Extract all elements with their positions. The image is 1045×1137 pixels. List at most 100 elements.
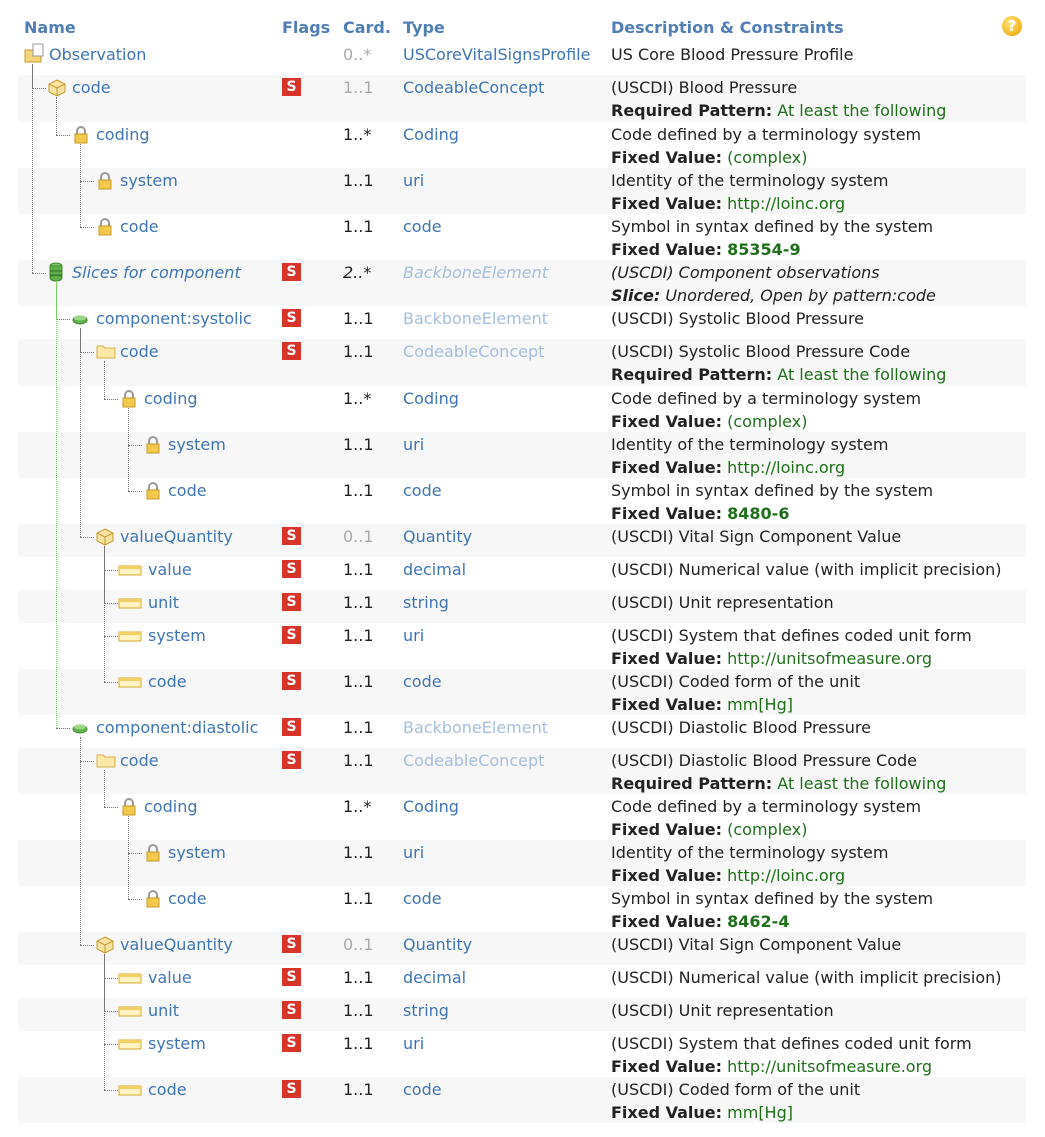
type-link[interactable]: code (403, 217, 442, 236)
must-support-flag[interactable]: S (282, 968, 301, 986)
must-support-flag[interactable]: S (282, 78, 301, 96)
element-name-link[interactable]: coding (144, 389, 198, 408)
type-link[interactable]: code (403, 1080, 442, 1099)
description-text: (USCDI) Systolic Blood Pressure Code (611, 342, 911, 361)
element-name-link[interactable]: value (148, 968, 192, 987)
table-row: code S 1..1 CodeableConcept (USCDI) Systolic… (18, 339, 1026, 386)
folder-icon (96, 752, 116, 768)
description: (USCDI) Vital Sign Component Value (611, 933, 901, 956)
constraint-label: Fixed Value: (611, 194, 723, 213)
description: Identity of the terminology system Fixed … (611, 841, 888, 887)
element-name-link[interactable]: code (120, 751, 159, 770)
type-link[interactable]: string (403, 1001, 449, 1020)
must-support-flag[interactable]: S (282, 263, 301, 281)
type-link[interactable]: Coding (403, 797, 459, 816)
type-link[interactable]: CodeableConcept (403, 342, 545, 361)
type-link[interactable]: Coding (403, 125, 459, 144)
element-name-link[interactable]: valueQuantity (120, 527, 233, 546)
type-link[interactable]: uri (403, 626, 425, 645)
type-link[interactable]: USCoreVitalSignsProfile (403, 45, 591, 64)
constraint-label: Slice: (611, 286, 661, 305)
element-name-link[interactable]: Observation (49, 45, 147, 64)
type-link[interactable]: Quantity (403, 527, 473, 546)
description: Symbol in syntax defined by the system Fi… (611, 215, 933, 261)
element-name-link[interactable]: code (120, 342, 159, 361)
type-link[interactable]: uri (403, 435, 425, 454)
must-support-flag[interactable]: S (282, 1080, 301, 1098)
table-row: Slices for component S 2..* BackboneElement… (18, 260, 1026, 306)
element-name-link[interactable]: system (120, 171, 178, 190)
constraint-label: Fixed Value: (611, 148, 723, 167)
type-link[interactable]: uri (403, 1034, 425, 1053)
must-support-flag[interactable]: S (282, 593, 301, 611)
primitive-icon (118, 1081, 142, 1097)
element-name-link[interactable]: code (168, 481, 207, 500)
type-link[interactable]: code (403, 672, 442, 691)
must-support-flag[interactable]: S (282, 527, 301, 545)
must-support-flag[interactable]: S (282, 718, 301, 736)
must-support-flag[interactable]: S (282, 626, 301, 644)
cardinality: 1..1 (343, 342, 374, 361)
description-text: (USCDI) Blood Pressure (611, 78, 798, 97)
must-support-flag[interactable]: S (282, 309, 301, 327)
description-text: Symbol in syntax defined by the system (611, 481, 934, 500)
type-link[interactable]: code (403, 889, 442, 908)
element-name-link[interactable]: Slices for component (72, 263, 241, 282)
type-link[interactable]: uri (403, 843, 425, 862)
element-name-link[interactable]: code (148, 672, 187, 691)
element-name-link[interactable]: system (168, 435, 226, 454)
type-link[interactable]: uri (403, 171, 425, 190)
element-name-link[interactable]: code (72, 78, 111, 97)
cardinality: 1..1 (343, 672, 374, 691)
tree-line (80, 761, 94, 762)
element-name-link[interactable]: value (148, 560, 192, 579)
tree-line (104, 636, 118, 637)
element-name-link[interactable]: code (120, 217, 159, 236)
element-name-link[interactable]: code (168, 889, 207, 908)
description: (USCDI) Vital Sign Component Value (611, 525, 901, 548)
lock-icon (144, 482, 160, 500)
element-name-link[interactable]: system (168, 843, 226, 862)
type-link[interactable]: Coding (403, 389, 459, 408)
table-row: coding 1..* Coding Code defined by a termin… (18, 386, 1026, 432)
header-flags: Flags (282, 18, 331, 37)
table-row: code S 1..1 code (USCDI) Coded form of the u… (18, 669, 1026, 715)
must-support-flag[interactable]: S (282, 1001, 301, 1019)
constraint-value: 8462-4 (727, 912, 790, 931)
element-name-link[interactable]: system (148, 1034, 206, 1053)
constraint-label: Fixed Value: (611, 912, 723, 931)
must-support-flag[interactable]: S (282, 935, 301, 953)
must-support-flag[interactable]: S (282, 560, 301, 578)
help-icon[interactable]: ? (1002, 16, 1022, 36)
must-support-flag[interactable]: S (282, 672, 301, 690)
type-link[interactable]: BackboneElement (403, 718, 549, 737)
must-support-flag[interactable]: S (282, 1034, 301, 1052)
type-link[interactable]: decimal (403, 968, 467, 987)
type-link[interactable]: CodeableConcept (403, 78, 545, 97)
element-name-link[interactable]: coding (96, 125, 150, 144)
element-name-link[interactable]: valueQuantity (120, 935, 233, 954)
table-row: component:systolic S 1..1 BackboneElement (U… (18, 306, 1026, 339)
type-link[interactable]: Quantity (403, 935, 473, 954)
description-text: (USCDI) System that defines coded unit f… (611, 1034, 972, 1053)
must-support-flag[interactable]: S (282, 751, 301, 769)
element-name-link[interactable]: coding (144, 797, 198, 816)
element-name-link[interactable]: unit (148, 1001, 179, 1020)
constraint-value: (complex) (727, 412, 808, 431)
type-link[interactable]: BackboneElement (403, 309, 549, 328)
type-link[interactable]: BackboneElement (403, 263, 549, 282)
type-link[interactable]: CodeableConcept (403, 751, 545, 770)
element-name-link[interactable]: code (148, 1080, 187, 1099)
folder-icon (24, 43, 44, 63)
tree-line (80, 328, 81, 537)
element-name-link[interactable]: component:diastolic (96, 718, 259, 737)
element-name-link[interactable]: unit (148, 593, 179, 612)
must-support-flag[interactable]: S (282, 342, 301, 360)
element-name-link[interactable]: system (148, 626, 206, 645)
type-link[interactable]: string (403, 593, 449, 612)
tree-line (128, 816, 129, 899)
element-name-link[interactable]: component:systolic (96, 309, 252, 328)
type-link[interactable]: decimal (403, 560, 467, 579)
type-link[interactable]: code (403, 481, 442, 500)
constraint-value: (complex) (727, 148, 808, 167)
